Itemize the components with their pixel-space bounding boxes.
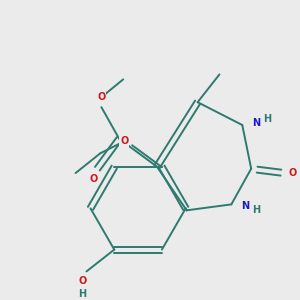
Text: N: N (241, 201, 249, 212)
Text: H: H (263, 114, 271, 124)
Text: H: H (79, 289, 87, 299)
Text: O: O (120, 136, 128, 146)
Text: O: O (89, 174, 98, 184)
Text: H: H (252, 205, 260, 215)
Text: N: N (252, 118, 260, 128)
Text: O: O (289, 168, 297, 178)
Text: O: O (78, 276, 87, 286)
Text: O: O (97, 92, 106, 102)
